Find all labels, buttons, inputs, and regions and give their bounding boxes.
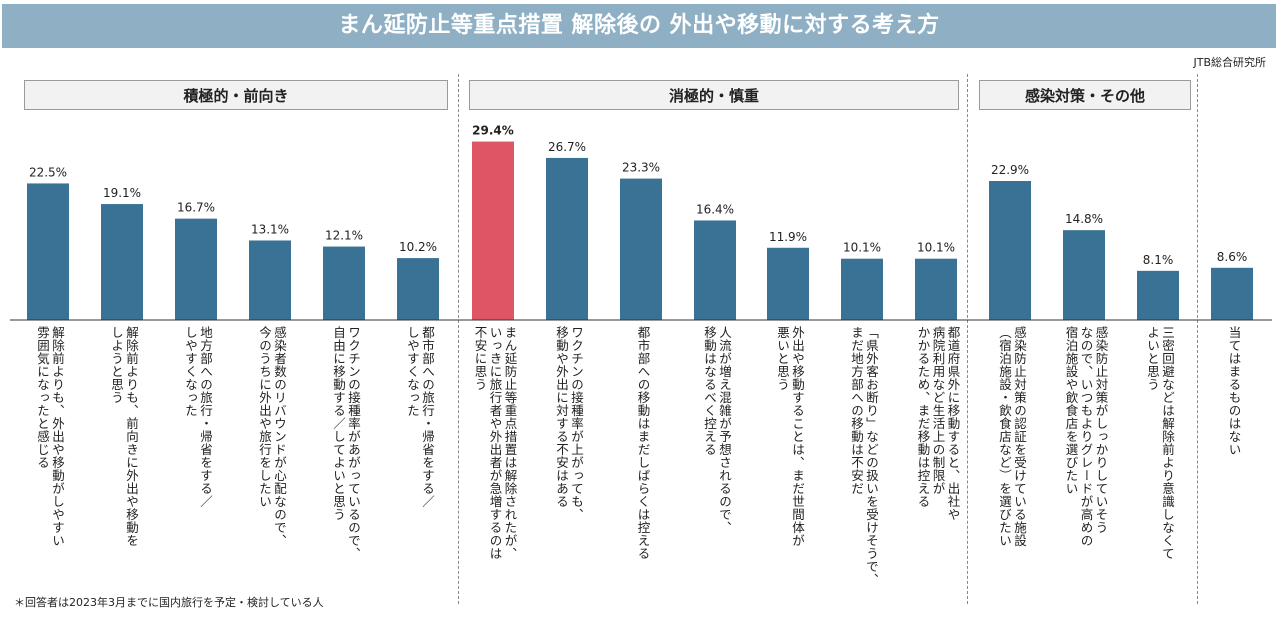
footnote: ＊回答者は2023年3月までに国内旅行を予定・検討している人 [14,596,324,609]
bar-value-label: 11.9% [769,230,807,244]
source-label: JTB総合研究所 [1193,56,1266,69]
bar-value-label: 23.3% [622,161,660,175]
bar [841,258,883,320]
bar-value-label: 13.1% [251,222,289,236]
bar-value-label: 22.5% [29,165,67,179]
bar [1211,267,1253,320]
group-header-measures: 感染対策・その他 [979,80,1191,110]
category-label: 都市部への移動はまだしばらくは控える [635,326,651,560]
bar-value-label: 16.7% [177,201,215,215]
bar [694,220,736,320]
category-label: まん延防止等重点措置は解除されたが、 いっきに旅行者や外出者が急増するのは 不安… [472,326,518,560]
bar [546,157,588,320]
bar-value-label: 10.2% [399,240,437,254]
bar [175,218,217,320]
category-label: 都市部への旅行・帰省をする／ しやすくなった [405,326,435,508]
bar-value-label: 22.9% [991,163,1029,177]
bar [767,247,809,320]
bar [989,180,1031,320]
bar-value-label: 10.1% [917,241,955,255]
category-label: ワクチンの接種率があがっているので、 自由に移動する／してよいと思う [331,326,361,560]
category-label: 解除前よりも、外出や移動がしやすい 雰囲気になったと感じる [35,326,65,547]
bar [101,204,143,320]
category-label: 地方部への旅行・帰省をする／ しやすくなった [183,326,213,508]
bar [915,258,957,320]
category-label: 解除前よりも、前向きに外出や移動を しようと思う [109,326,139,547]
category-label: 都道府県外に移動すると、出社や 病院利用など生活上の制限が かかるため、まだ移動… [915,326,961,521]
group-separator [967,74,968,604]
bar-value-label: 29.4% [472,124,514,138]
category-label: 感染者数のリバウンドが心配なので、 今のうちに外出や旅行をしたい [257,326,287,547]
bar-value-label: 16.4% [696,202,734,216]
bar-value-label: 26.7% [548,140,586,154]
bar-value-label: 8.6% [1217,250,1248,264]
bar [1063,230,1105,320]
category-label: 人流が増え混雑が予想されるので、 移動はなるべく控える [702,326,732,534]
page-title: まん延防止等重点措置 解除後の 外出や移動に対する考え方 [338,13,940,38]
title-bar: まん延防止等重点措置 解除後の 外出や移動に対する考え方 [2,4,1276,48]
category-label: 三密回避などは解除前より意識しなくて よいと思う [1145,326,1175,560]
bar [27,183,69,320]
category-label: 感染防止対策の認証を受けている施設 （宿泊施設・飲食店など）を選びたい [997,326,1027,547]
bar [323,246,365,320]
bar [397,258,439,320]
bar-value-label: 10.1% [843,241,881,255]
category-label: 「県外客お断り」などの扱いを受けそうで、 まだ地方部への移動は不安だ [849,326,879,586]
group-header-cautious: 消極的・慎重 [469,80,959,110]
category-label: 当てはまるものはない [1226,326,1242,456]
group-separator [458,74,459,604]
bar-value-label: 14.8% [1065,212,1103,226]
bar-value-label: 12.1% [325,229,363,243]
bar [1137,270,1179,320]
bar-value-label: 8.1% [1143,253,1174,267]
category-label: 感染防止対策がしっかりしていそう なので、いつもよりグレードが高めの 宿泊施設や… [1063,326,1109,547]
group-header-positive: 積極的・前向き [24,80,448,110]
bar-value-label: 19.1% [103,186,141,200]
bar [472,141,514,320]
category-label: ワクチンの接種率が上がっても、 移動や外出に対する不安はある [554,326,584,521]
bar [249,240,291,320]
group-separator [1197,74,1198,604]
category-label: 外出や移動することは、まだ世間体が 悪いと思う [775,326,805,547]
bar [620,178,662,320]
